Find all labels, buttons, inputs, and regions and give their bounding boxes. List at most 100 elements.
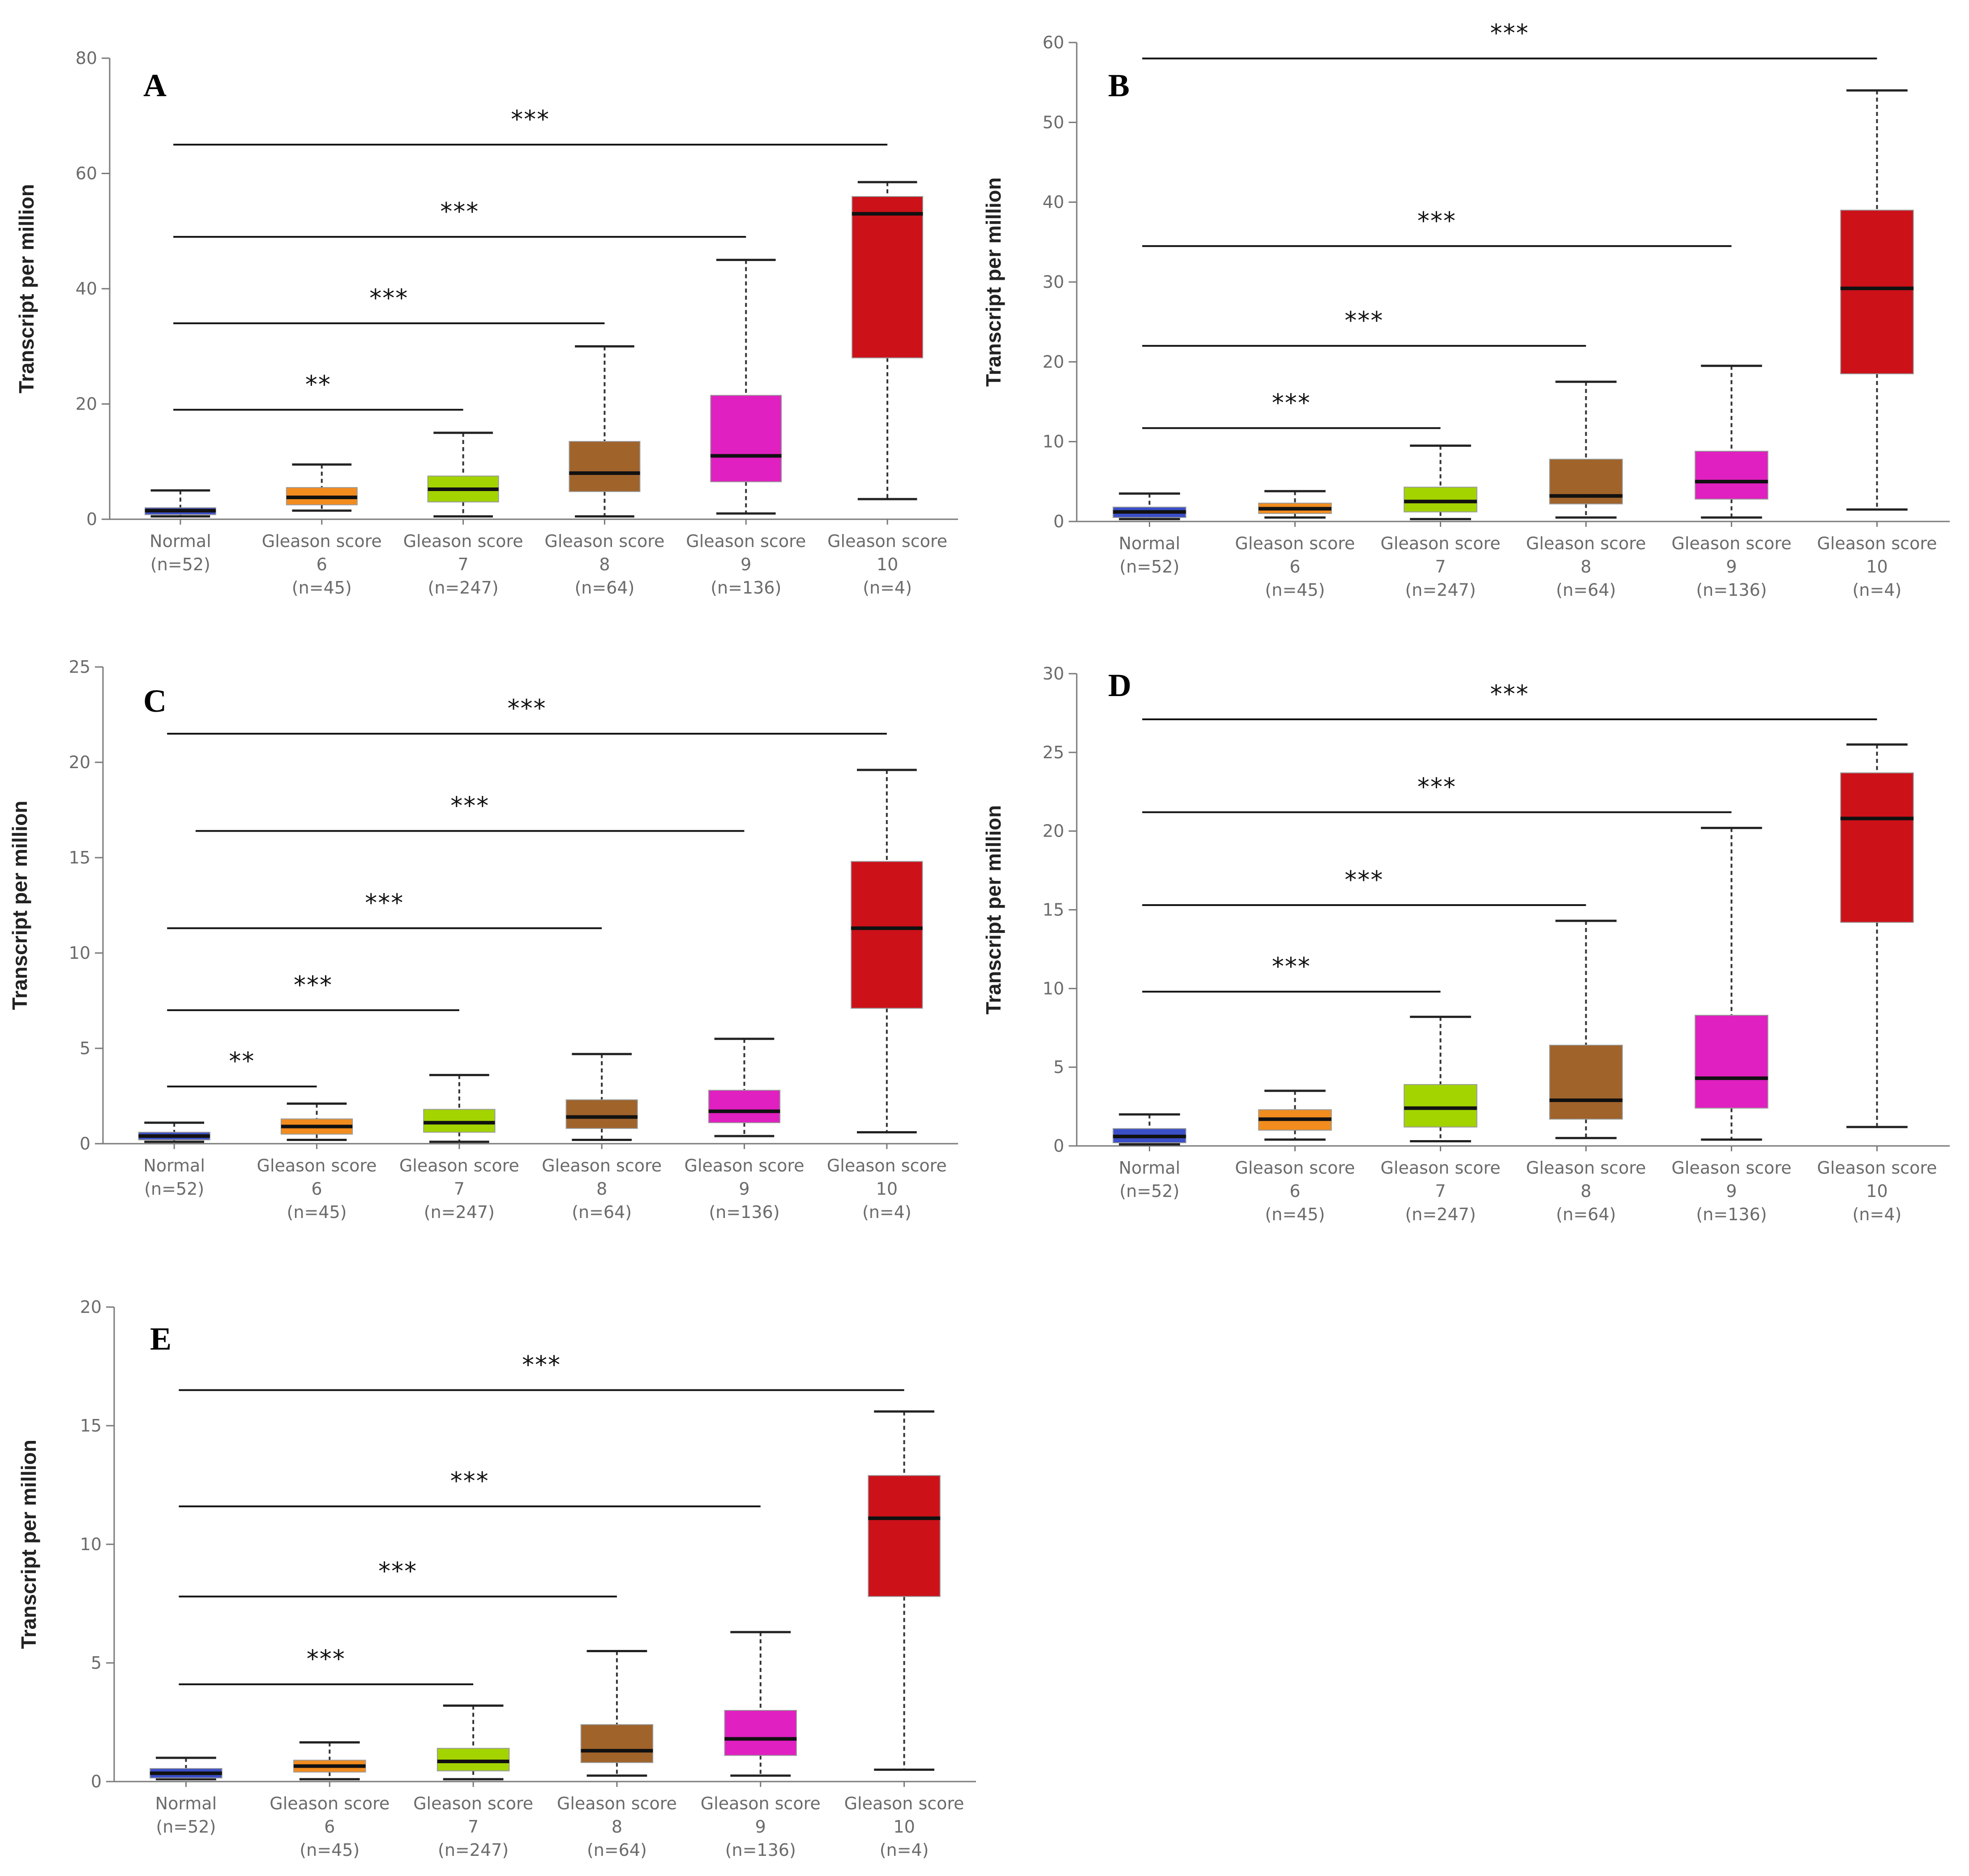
- x-tick-label: (n=52): [1120, 1181, 1180, 1201]
- y-tick-label: 60: [76, 164, 97, 184]
- x-tick-label: Gleason score: [542, 1156, 662, 1175]
- x-tick-label: Gleason score: [257, 1156, 377, 1175]
- significance-label: ***: [511, 105, 550, 133]
- y-tick-label: 5: [91, 1653, 102, 1673]
- x-tick-label: Gleason score: [685, 1156, 805, 1175]
- box-4: [724, 1631, 797, 1777]
- x-tick-label: Gleason score: [1526, 534, 1646, 553]
- significance-label: ***: [365, 889, 404, 917]
- x-tick-label: 9: [755, 1817, 766, 1837]
- panel-e: E Transcript per million 0 5 10 15 20 Normal (n=…: [0, 1253, 980, 1874]
- y-tick-label: 20: [76, 394, 97, 414]
- iqr-box: [710, 395, 782, 483]
- significance-label: ***: [440, 197, 479, 226]
- significance-label: ***: [378, 1557, 417, 1585]
- x-tick-label: 10: [893, 1817, 915, 1837]
- iqr-box: [868, 1475, 941, 1597]
- significance-label: ***: [307, 1645, 346, 1673]
- x-tick-label: (n=64): [587, 1840, 647, 1860]
- x-tick-label: (n=45): [1265, 1205, 1325, 1224]
- y-tick-label: 40: [76, 279, 97, 299]
- x-tick-label: (n=45): [287, 1202, 347, 1222]
- x-tick-label: (n=4): [1853, 580, 1902, 600]
- x-tick-label: 9: [739, 1179, 749, 1199]
- y-axis-label: Transcript per million: [982, 177, 1005, 387]
- significance-label: ***: [450, 1467, 489, 1495]
- x-tick-label: 8: [1580, 557, 1591, 577]
- x-tick-label: 8: [596, 1179, 607, 1199]
- box-3: [1549, 380, 1623, 519]
- x-tick-label: Gleason score: [686, 531, 806, 551]
- iqr-box: [569, 441, 641, 492]
- box-3: [569, 345, 641, 518]
- x-tick-label: (n=247): [428, 578, 499, 598]
- significance-label: ***: [369, 284, 408, 312]
- x-tick-label: 6: [1289, 557, 1300, 577]
- chart-b: B Transcript per million 0 10 20 30 40 50 60 Norm…: [982, 19, 1950, 600]
- x-tick-label: (n=247): [1405, 580, 1476, 600]
- x-tick-label: Normal: [1119, 1158, 1181, 1178]
- y-tick-label: 0: [91, 1772, 102, 1791]
- iqr-box: [1840, 209, 1914, 375]
- y-tick-label: 30: [1043, 664, 1064, 684]
- x-tick-label: 7: [458, 555, 468, 574]
- iqr-box: [852, 196, 924, 359]
- x-tick-label: Gleason score: [1817, 534, 1937, 553]
- x-tick-label: Gleason score: [1381, 1158, 1501, 1178]
- panel-c: C Transcript per million 0 5 10 15 20 25 Normal (…: [0, 622, 980, 1253]
- box-2: [1404, 1016, 1477, 1142]
- box-1: [1258, 490, 1332, 519]
- y-tick-label: 40: [1043, 192, 1064, 212]
- x-tick-label: 8: [612, 1817, 622, 1837]
- x-tick-label: Gleason score: [262, 531, 382, 551]
- y-tick-label: 20: [69, 752, 90, 772]
- box-3: [1549, 919, 1623, 1139]
- significance-label: **: [305, 370, 331, 398]
- x-tick-label: (n=64): [1556, 1205, 1616, 1224]
- x-tick-label: Gleason score: [544, 531, 664, 551]
- box-5: [851, 769, 923, 1133]
- iqr-box: [1840, 772, 1914, 923]
- iqr-box: [1404, 1084, 1477, 1128]
- x-tick-label: Gleason score: [413, 1794, 533, 1813]
- significance-label: ***: [508, 694, 547, 722]
- x-tick-label: 9: [1726, 557, 1737, 577]
- y-tick-label: 0: [1053, 1136, 1064, 1156]
- panel-letter: B: [1108, 68, 1130, 103]
- x-tick-label: 7: [1435, 1181, 1446, 1201]
- y-axis-label: Transcript per million: [8, 801, 31, 1010]
- iqr-box: [708, 1090, 781, 1124]
- x-tick-label: Gleason score: [827, 531, 947, 551]
- x-tick-label: Normal: [150, 531, 211, 551]
- y-tick-label: 0: [86, 509, 97, 529]
- significance-label: ***: [1344, 307, 1383, 335]
- significance-label: ***: [1417, 773, 1456, 801]
- box-2: [1404, 444, 1477, 521]
- y-axis-label: Transcript per million: [17, 1440, 40, 1649]
- x-tick-label: Gleason score: [403, 531, 523, 551]
- y-tick-label: 60: [1043, 33, 1064, 52]
- box-2: [427, 432, 499, 518]
- y-tick-label: 10: [1043, 979, 1064, 998]
- significance-label: ***: [1344, 866, 1383, 894]
- significance-label: ***: [450, 791, 489, 820]
- box-5: [852, 181, 924, 500]
- x-tick-label: Gleason score: [1526, 1158, 1646, 1178]
- box-4: [1695, 827, 1768, 1141]
- x-tick-label: Gleason score: [557, 1794, 677, 1813]
- box-5: [1840, 743, 1914, 1128]
- x-tick-label: Gleason score: [399, 1156, 519, 1175]
- iqr-box: [1695, 1015, 1768, 1109]
- iqr-box: [724, 1710, 797, 1756]
- x-tick-label: 10: [1866, 1181, 1888, 1201]
- x-tick-label: 7: [468, 1817, 479, 1837]
- y-axis-label: Transcript per million: [982, 805, 1005, 1015]
- y-tick-label: 0: [80, 1134, 90, 1154]
- box-4: [708, 1038, 781, 1137]
- x-tick-label: 7: [1435, 557, 1446, 577]
- x-tick-label: 10: [877, 555, 898, 574]
- x-tick-label: 6: [311, 1179, 322, 1199]
- significance-label: ***: [294, 971, 333, 999]
- box-0: [150, 1756, 223, 1781]
- y-tick-label: 15: [1043, 900, 1064, 920]
